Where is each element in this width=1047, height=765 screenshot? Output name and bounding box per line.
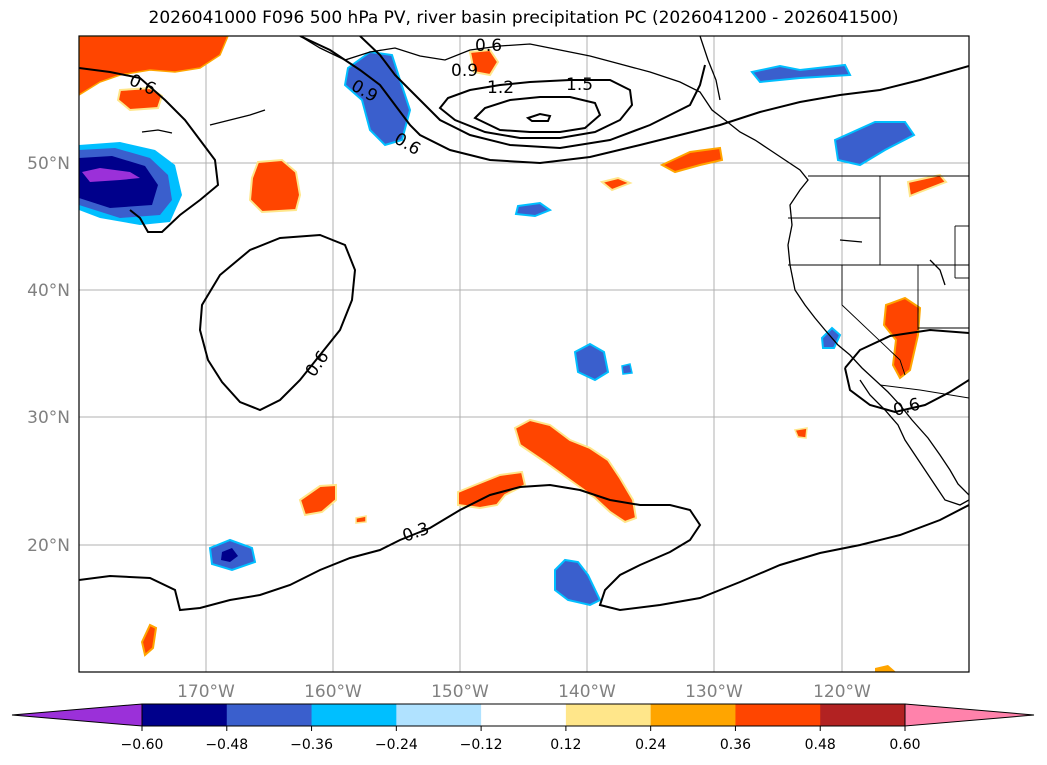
colorbar-tick-label: 0.12 — [550, 737, 581, 753]
colorbar-frame — [141, 703, 906, 727]
contour-label: 0.6 — [475, 36, 502, 56]
colorbar-cell — [142, 704, 228, 726]
negative-precip-area — [514, 201, 553, 218]
colorbar: −0.60 −0.48 −0.36 −0.24 −0.12 0.12 0.24 0.36 0.4… — [11, 703, 1035, 753]
positive-precip-area — [457, 470, 527, 510]
lon-axis: 170°W 160°W 150°W 140°W 130°W 120°W — [177, 682, 871, 702]
colorbar-cell — [311, 704, 397, 726]
colorbar-cell — [820, 704, 906, 726]
map-title: 2026041000 F096 500 hPa PV, river basin … — [148, 8, 899, 28]
positive-precip-area — [79, 36, 229, 96]
positive-precip-area — [298, 483, 337, 517]
lon-tick-label: 120°W — [813, 682, 871, 702]
contour-label: 0.9 — [451, 61, 478, 81]
colorbar-cell — [735, 704, 821, 726]
contour-label: 0.3 — [400, 519, 432, 547]
negative-precip-area — [554, 558, 602, 607]
colorbar-tick-label: −0.12 — [460, 737, 503, 753]
negative-precip-area — [621, 363, 633, 375]
colorbar-cells — [142, 704, 906, 726]
lat-tick-label: 30°N — [27, 408, 70, 428]
colorbar-tick-label: 0.48 — [805, 737, 836, 753]
colorbar-cell — [650, 704, 736, 726]
colorbar-cell — [565, 704, 652, 726]
colorbar-cell — [396, 704, 482, 726]
positive-precip-area — [513, 418, 638, 524]
map-frame — [78, 35, 970, 673]
negative-precip-area — [750, 63, 852, 84]
colorbar-over-triangle — [904, 703, 1035, 727]
negative-precip-area — [221, 548, 238, 562]
colorbar-tick-label: 0.36 — [720, 737, 751, 753]
contour-label: 1.5 — [566, 75, 593, 95]
lon-tick-label: 140°W — [558, 682, 616, 702]
colorbar-ticks: −0.60 −0.48 −0.36 −0.24 −0.12 0.12 0.24 0.36 0.4… — [121, 726, 921, 753]
colorbar-cell — [481, 704, 567, 726]
lon-tick-label: 130°W — [685, 682, 743, 702]
contour-labels: 0.6 0.9 1.2 1.5 0.9 0.6 0.6 0.6 0.3 0.6 — [126, 36, 923, 547]
colorbar-cell — [226, 704, 313, 726]
colorbar-tick-label: −0.24 — [375, 737, 418, 753]
colorbar-tick-label: 0.60 — [889, 737, 920, 753]
negative-precip-area — [573, 342, 610, 382]
precip-pc-shading — [79, 36, 948, 672]
positive-precip-area — [468, 48, 500, 77]
political-boundaries — [788, 175, 969, 399]
positive-precip-area — [248, 158, 302, 214]
colorbar-tick-label: −0.36 — [290, 737, 333, 753]
colorbar-tick-label: 0.24 — [635, 737, 666, 753]
colorbar-tick-label: −0.48 — [205, 737, 248, 753]
lat-tick-label: 50°N — [27, 154, 70, 174]
lon-tick-label: 160°W — [304, 682, 362, 702]
positive-precip-area — [659, 146, 724, 174]
colorbar-under-triangle — [11, 703, 143, 727]
contour-label: 0.6 — [302, 347, 334, 381]
positive-precip-area — [355, 515, 367, 524]
negative-precip-area — [82, 168, 140, 182]
positive-precip-area — [875, 665, 896, 672]
pv-contours — [79, 36, 969, 612]
positive-precip-area — [906, 173, 948, 198]
positive-precip-area — [140, 623, 158, 657]
lon-tick-label: 170°W — [177, 682, 235, 702]
lon-tick-label: 150°W — [431, 682, 489, 702]
colorbar-tick-label: −0.60 — [121, 737, 164, 753]
lat-tick-label: 40°N — [27, 281, 70, 301]
positive-precip-area — [599, 176, 633, 192]
negative-precip-area — [343, 50, 412, 147]
lat-tick-label: 20°N — [27, 536, 70, 556]
lat-axis: 50°N 40°N 30°N 20°N — [27, 154, 70, 556]
contour-label: 1.2 — [487, 78, 514, 98]
negative-precip-area — [833, 121, 916, 167]
positive-precip-area — [793, 427, 808, 439]
coastlines — [141, 36, 969, 506]
